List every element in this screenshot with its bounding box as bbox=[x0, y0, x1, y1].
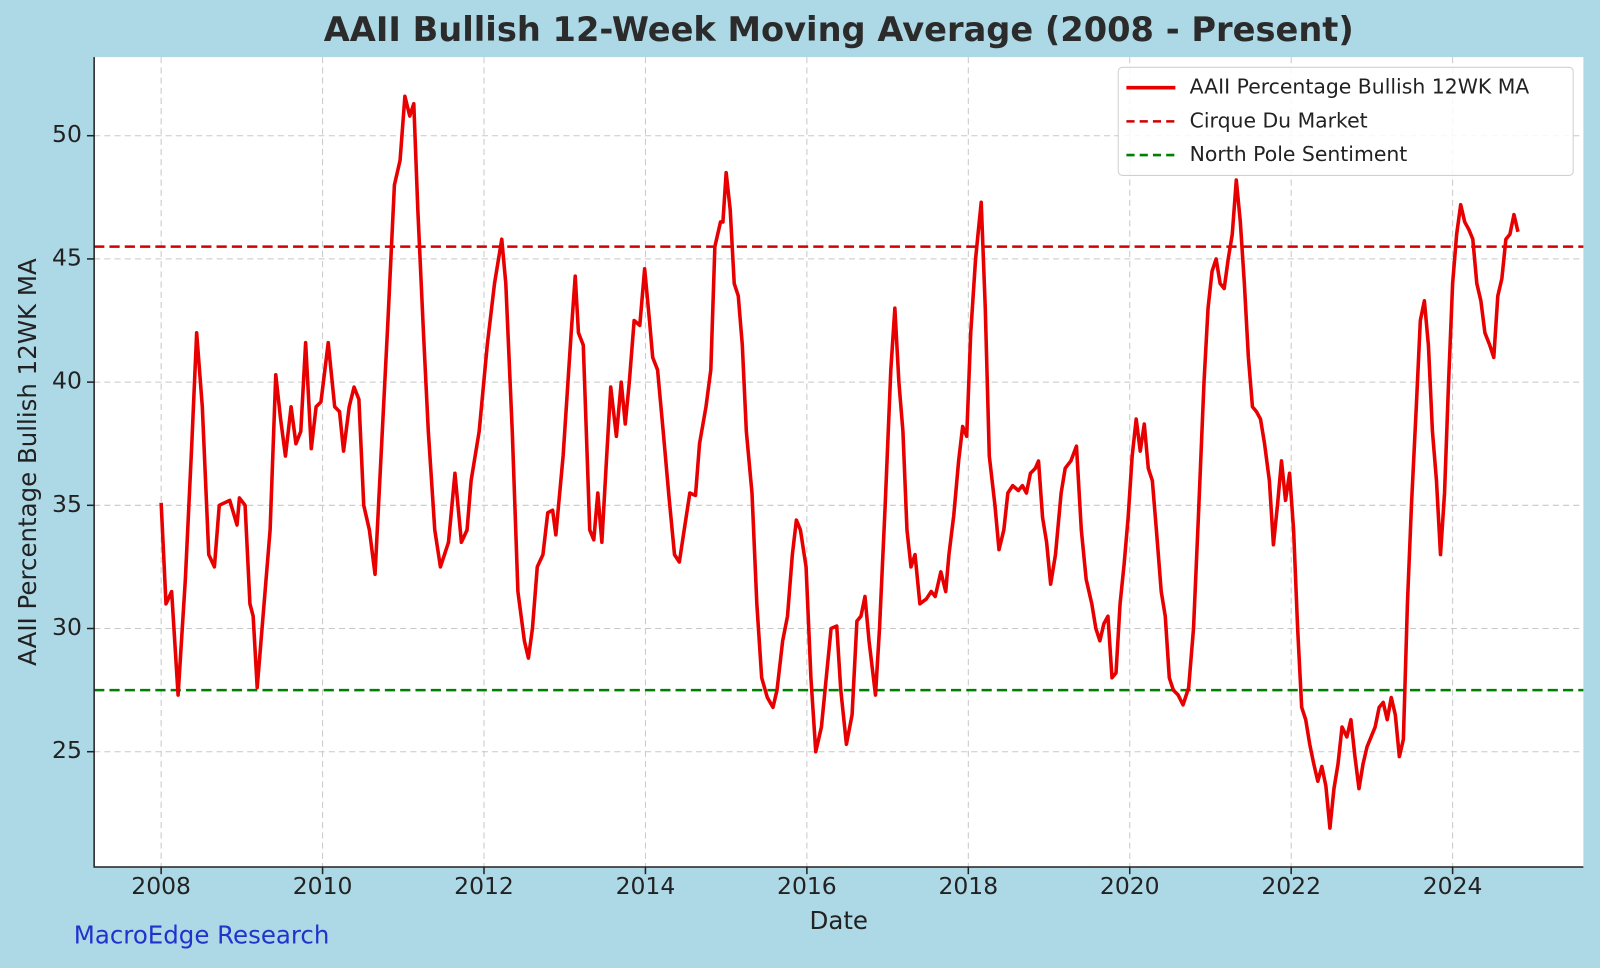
x-tick-label: 2016 bbox=[777, 872, 837, 900]
x-tick-label: 2024 bbox=[1423, 872, 1483, 900]
x-tick-label: 2010 bbox=[293, 872, 353, 900]
y-tick-label: 25 bbox=[52, 736, 82, 764]
x-axis-label: Date bbox=[810, 906, 868, 935]
y-tick-label: 30 bbox=[52, 613, 82, 641]
data-line bbox=[159, 94, 1520, 830]
axis-spine bbox=[93, 57, 1584, 868]
legend-label: Cirque Du Market bbox=[1190, 108, 1368, 132]
y-axis-label: AAII Percentage Bullish 12WK MA bbox=[13, 258, 42, 666]
x-tick-label: 2014 bbox=[616, 872, 676, 900]
x-tick-label: 2020 bbox=[1100, 872, 1160, 900]
watermark: MacroEdge Research bbox=[74, 920, 330, 949]
chart-title: AAII Bullish 12-Week Moving Average (200… bbox=[324, 10, 1354, 49]
y-tick-label: 40 bbox=[52, 367, 82, 395]
y-tick-label: 45 bbox=[52, 243, 82, 271]
x-tick-label: 2022 bbox=[1261, 872, 1321, 900]
legend-box bbox=[1117, 66, 1574, 176]
legend-label: North Pole Sentiment bbox=[1190, 142, 1408, 166]
legend-label: AAII Percentage Bullish 12WK MA bbox=[1190, 75, 1530, 99]
x-tick-label: 2018 bbox=[938, 872, 998, 900]
x-tick-label: 2012 bbox=[454, 872, 514, 900]
y-tick-label: 35 bbox=[52, 490, 82, 518]
y-tick-label: 50 bbox=[52, 120, 82, 148]
x-tick-label: 2008 bbox=[131, 872, 191, 900]
plot-area bbox=[94, 57, 1584, 868]
legend: AAII Percentage Bullish 12WK MA Cirque Du… bbox=[1117, 66, 1574, 176]
